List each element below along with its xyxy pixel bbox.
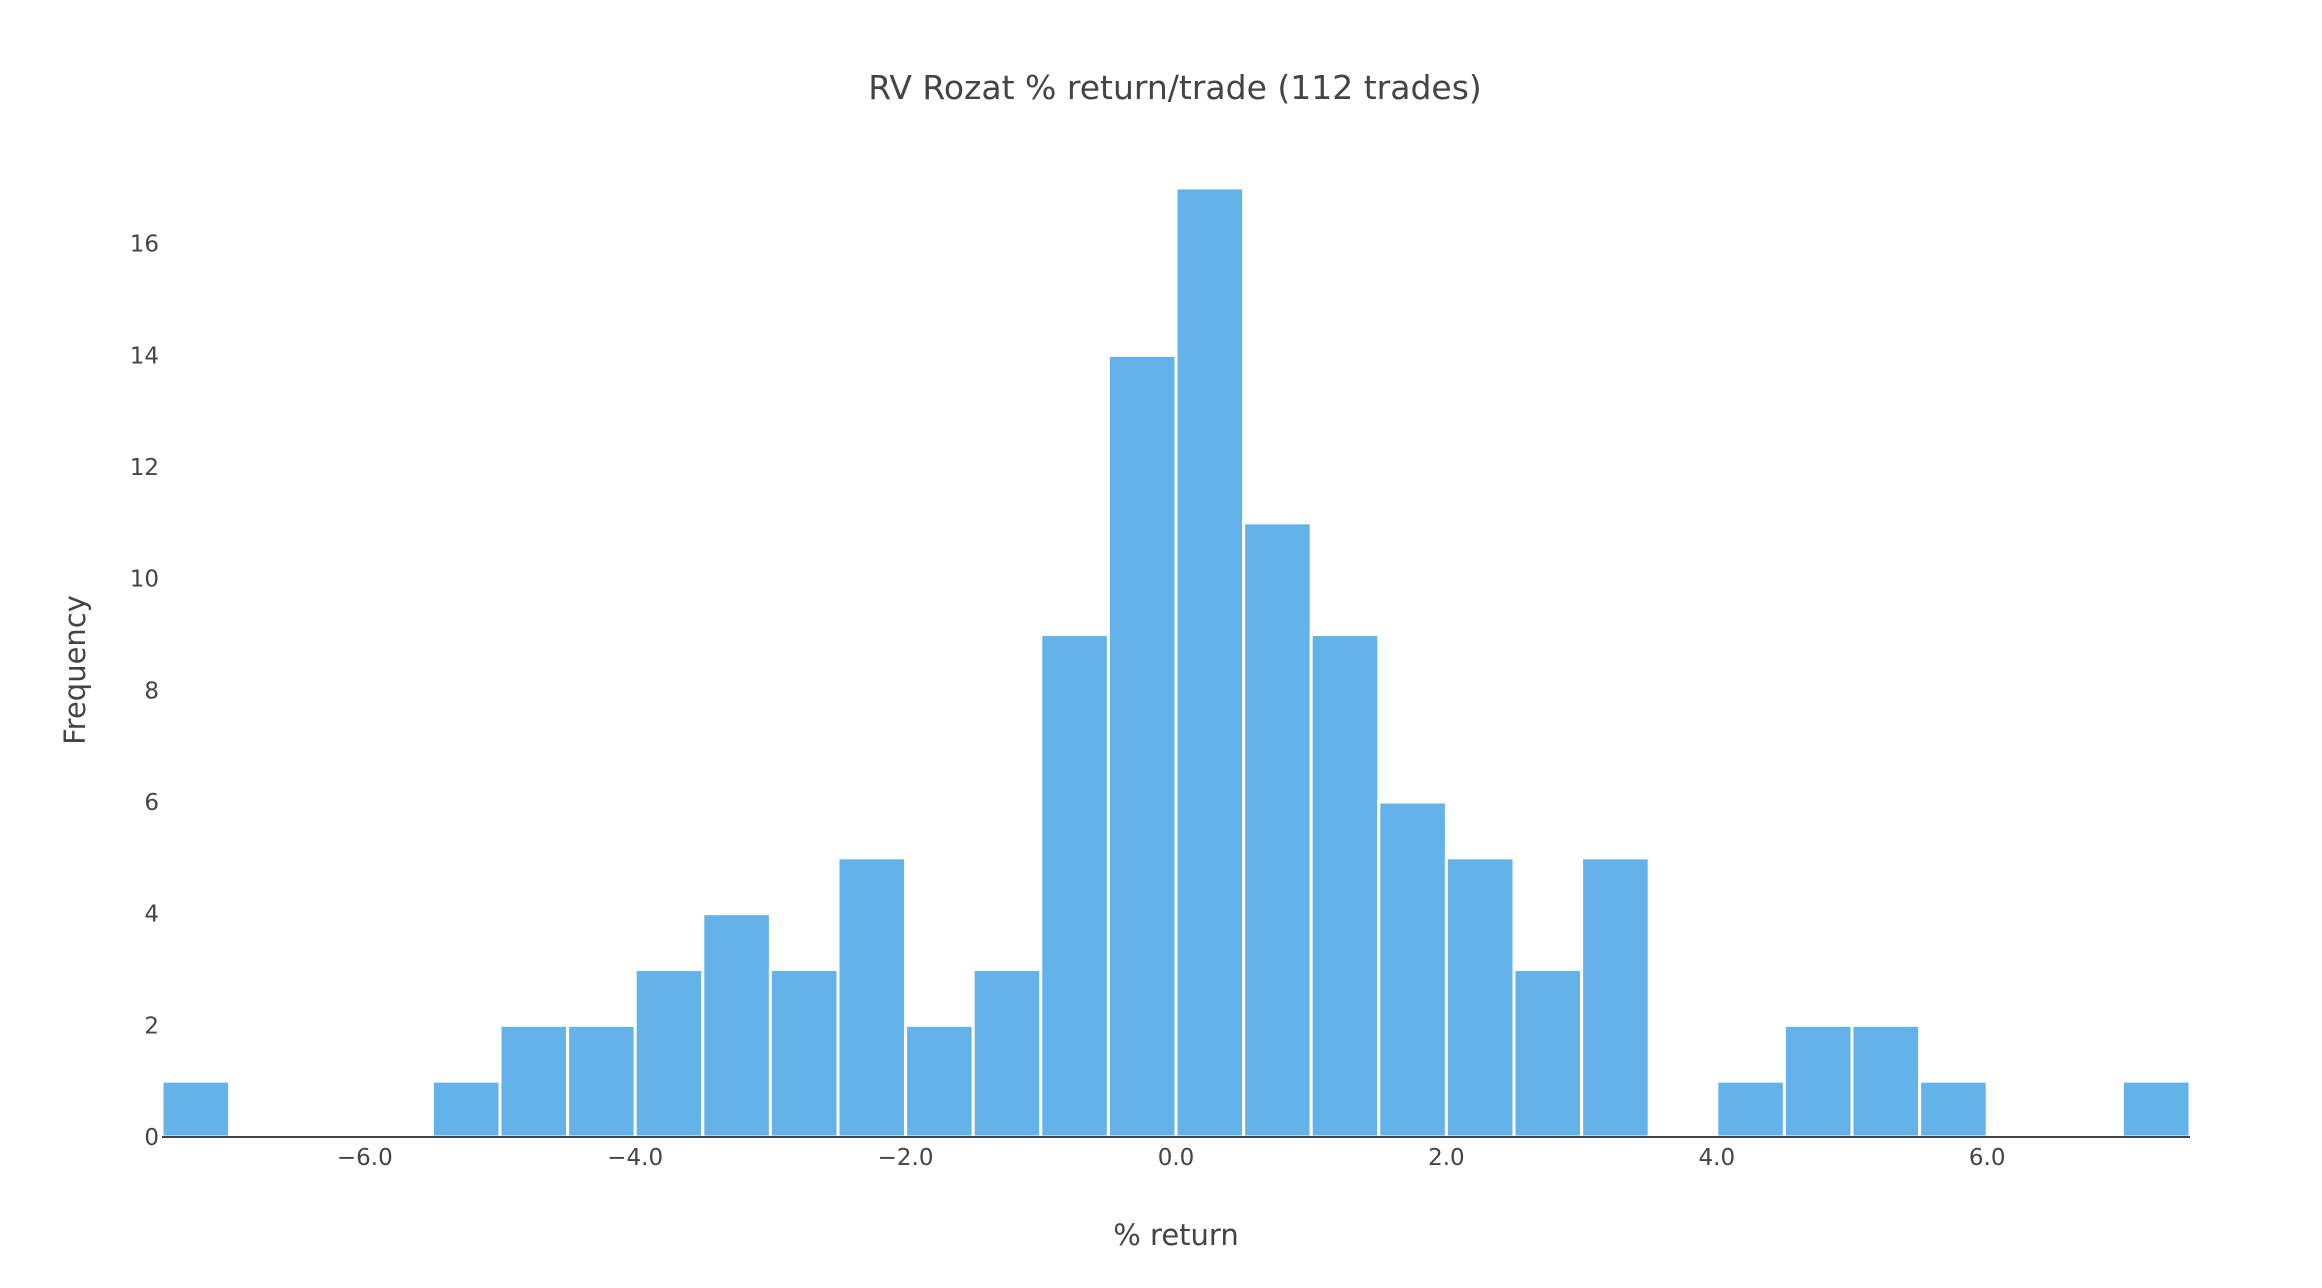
histogram-bar — [1106, 353, 1178, 1139]
histogram-bar — [566, 1023, 637, 1139]
y-tick-label: 16 — [130, 232, 159, 258]
y-tick-label: 4 — [144, 902, 159, 928]
x-tick-label: 2.0 — [1428, 1145, 1465, 1171]
x-tick-label: 4.0 — [1699, 1145, 1736, 1171]
y-tick-label: 10 — [130, 567, 159, 593]
histogram-bar — [701, 912, 772, 1139]
histogram-bar — [1850, 1023, 1922, 1139]
y-tick-label: 8 — [144, 678, 159, 704]
x-tick-label: 0.0 — [1158, 1145, 1195, 1171]
histogram-bar — [430, 1079, 502, 1139]
histogram-bar — [1918, 1079, 1989, 1139]
histogram-bar — [836, 856, 908, 1139]
histogram-bar — [1782, 1023, 1854, 1139]
y-axis-ticks: 0 2 4 6 8 10 12 14 16 — [130, 232, 159, 1151]
histogram-bar — [1444, 856, 1516, 1139]
histogram-bar — [904, 1023, 975, 1139]
y-tick-label: 6 — [144, 790, 159, 816]
x-tick-label: −2.0 — [878, 1145, 934, 1171]
y-tick-label: 12 — [130, 455, 159, 481]
histogram-bar — [1309, 633, 1381, 1139]
histogram-bar — [498, 1023, 570, 1139]
histogram-bar — [971, 968, 1043, 1139]
histogram-bar — [1580, 856, 1651, 1139]
histogram-bar — [1242, 521, 1313, 1139]
y-tick-label: 2 — [144, 1013, 159, 1039]
x-axis-ticks: −6.0 −4.0 −2.0 0.0 2.0 4.0 6.0 — [337, 1145, 2006, 1171]
histogram-bar — [1715, 1079, 1786, 1139]
x-axis-title: % return — [1113, 1218, 1238, 1252]
histogram-bar — [1039, 633, 1110, 1139]
y-tick-label: 0 — [144, 1125, 159, 1151]
histogram-bar — [160, 1079, 232, 1139]
bars-layer — [160, 186, 2192, 1139]
histogram-bar — [1512, 968, 1584, 1139]
histogram-bar — [1174, 186, 1246, 1139]
y-tick-label: 14 — [130, 343, 159, 369]
x-tick-label: −4.0 — [607, 1145, 663, 1171]
histogram-bar — [1377, 800, 1448, 1139]
y-axis-title: Frequency — [58, 595, 92, 745]
histogram-bar — [2120, 1079, 2192, 1139]
x-tick-label: 6.0 — [1969, 1145, 2006, 1171]
histogram-bar — [633, 968, 705, 1139]
chart-title: RV Rozat % return/trade (112 trades) — [868, 68, 1482, 107]
x-tick-label: −6.0 — [337, 1145, 393, 1171]
histogram-bar — [768, 968, 840, 1139]
